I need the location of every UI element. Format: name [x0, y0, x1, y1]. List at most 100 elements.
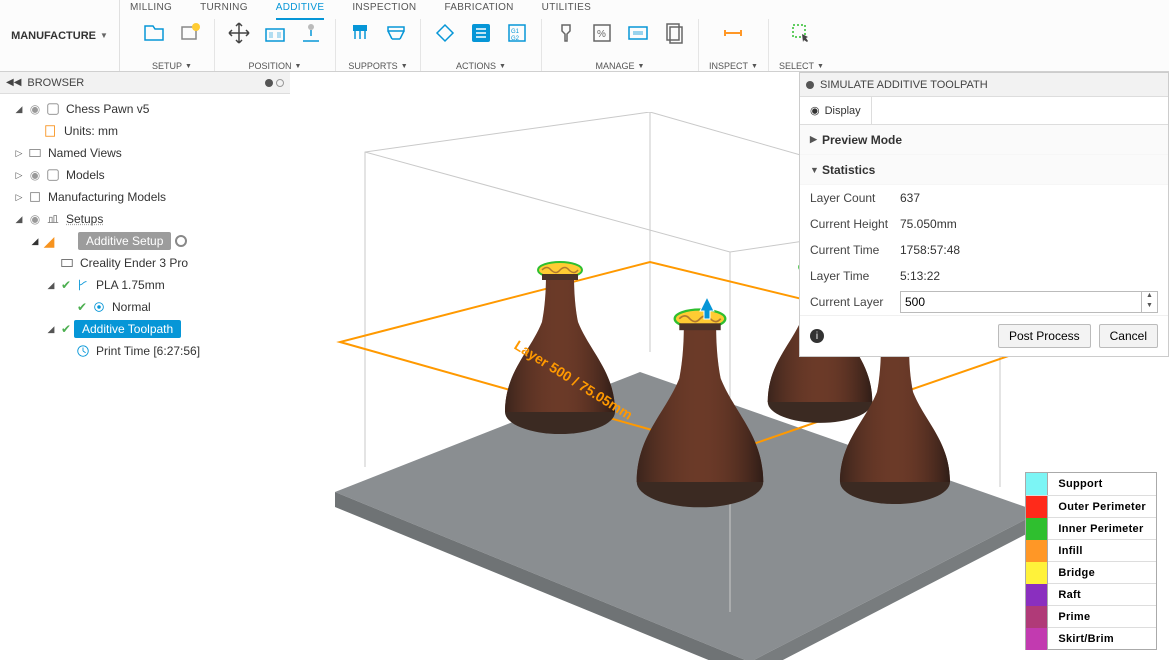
ribbon: MILLING TURNING ADDITIVE INSPECTION FABRICAT… — [0, 0, 1169, 72]
legend-label: Prime — [1048, 611, 1100, 623]
tab-display-label: Display — [825, 105, 861, 117]
tree-print-time[interactable]: Print Time [6:27:56] — [0, 340, 290, 362]
tree-root[interactable]: ◢◉Chess Pawn v5 — [0, 98, 290, 120]
tree-mfg-models[interactable]: ▷Manufacturing Models — [0, 186, 290, 208]
manage-sheet-icon[interactable] — [660, 19, 688, 47]
panel-close-icon[interactable] — [806, 81, 814, 89]
section-statistics[interactable]: ▼Statistics — [800, 155, 1168, 185]
legend-swatch — [1026, 584, 1048, 606]
tree-models-label: Models — [66, 168, 105, 182]
inspect-measure-icon[interactable] — [719, 19, 747, 47]
tree-toolpath[interactable]: ◢✔Additive Toolpath — [0, 318, 290, 340]
svg-text:G1: G1 — [511, 29, 520, 35]
tree-setups-label: Setups — [66, 212, 103, 226]
tree-preset-label: Normal — [112, 300, 151, 314]
ribbon-tab-fabrication[interactable]: FABRICATION — [444, 2, 513, 20]
tree-units[interactable]: Units: mm — [0, 120, 290, 142]
ribbon-label-select: SELECT — [779, 61, 814, 71]
supports-bar-icon[interactable] — [346, 19, 374, 47]
actions-simulate-icon[interactable] — [467, 19, 495, 47]
current-layer-spinner[interactable]: ▲▼ — [1142, 291, 1158, 313]
chevron-down-icon: ▼ — [638, 63, 645, 70]
svg-text:%: % — [597, 29, 606, 40]
legend-swatch — [1026, 473, 1048, 495]
setup-open-icon[interactable] — [140, 19, 168, 47]
legend-swatch — [1026, 628, 1048, 650]
section-statistics-label: Statistics — [822, 163, 875, 177]
chevron-down-icon: ▼ — [817, 63, 824, 70]
ribbon-label-supports: SUPPORTS — [348, 61, 397, 71]
browser-settings-icon[interactable] — [276, 79, 284, 87]
simulate-panel: SIMULATE ADDITIVE TOOLPATH ◉ Display ▶Pr… — [799, 72, 1169, 357]
ribbon-group-select: SELECT▼ — [769, 19, 834, 71]
chevron-down-icon: ▼ — [499, 63, 506, 70]
ribbon-tab-additive[interactable]: ADDITIVE — [276, 2, 325, 20]
legend-row-bridge: Bridge — [1026, 561, 1156, 583]
select-icon[interactable] — [787, 19, 815, 47]
tab-display[interactable]: ◉ Display — [800, 97, 872, 124]
tree-active-radio[interactable] — [175, 235, 187, 247]
chevron-down-icon: ▼ — [185, 63, 192, 70]
legend-swatch — [1026, 496, 1048, 518]
workspace-dropdown[interactable]: MANUFACTURE ▼ — [0, 0, 120, 71]
chevron-down-icon: ▼ — [751, 63, 758, 70]
tree-material[interactable]: ◢✔PLA 1.75mm — [0, 274, 290, 296]
position-place-icon[interactable] — [297, 19, 325, 47]
browser-header: ◀◀ BROWSER — [0, 72, 290, 94]
info-icon[interactable]: i — [810, 329, 824, 343]
tree-mfg-models-label: Manufacturing Models — [48, 190, 166, 204]
ribbon-tab-milling[interactable]: MILLING — [130, 2, 172, 20]
setup-new-icon[interactable] — [176, 19, 204, 47]
ribbon-tab-inspection[interactable]: INSPECTION — [352, 2, 416, 20]
browser-collapse-icon[interactable]: ◀◀ — [6, 77, 21, 88]
simulate-tabs: ◉ Display — [800, 97, 1168, 125]
ribbon-group-inspect: INSPECT▼ — [699, 19, 769, 71]
tree-preset[interactable]: ✔Normal — [0, 296, 290, 318]
legend-row-prime: Prime — [1026, 605, 1156, 627]
tree-units-label: Units: mm — [64, 124, 118, 138]
stat-layer-time: Layer Time5:13:22 — [800, 263, 1168, 289]
workspace-label: MANUFACTURE — [11, 30, 96, 42]
svg-text:G2: G2 — [511, 36, 520, 42]
tree-named-views[interactable]: ▷Named Views — [0, 142, 290, 164]
position-arrange-icon[interactable] — [261, 19, 289, 47]
tree-models[interactable]: ▷◉Models — [0, 164, 290, 186]
browser-tree: ◢◉Chess Pawn v5 Units: mm ▷Named Views ▷… — [0, 94, 290, 366]
tree-printer[interactable]: Creality Ender 3 Pro — [0, 252, 290, 274]
section-preview-mode[interactable]: ▶Preview Mode — [800, 125, 1168, 155]
toolpath-legend: SupportOuter PerimeterInner PerimeterInf… — [1025, 472, 1157, 650]
cancel-button[interactable]: Cancel — [1099, 324, 1158, 348]
supports-volume-icon[interactable] — [382, 19, 410, 47]
stat-current-time: Current Time1758:57:48 — [800, 237, 1168, 263]
actions-generate-icon[interactable] — [431, 19, 459, 47]
stat-layer-count: Layer Count637 — [800, 185, 1168, 211]
actions-post-icon[interactable]: G1G2 — [503, 19, 531, 47]
simulate-header: SIMULATE ADDITIVE TOOLPATH — [800, 73, 1168, 97]
stat-current-height: Current Height75.050mm — [800, 211, 1168, 237]
chevron-down-icon: ▼ — [295, 63, 302, 70]
legend-swatch — [1026, 518, 1048, 540]
current-layer-input[interactable] — [900, 291, 1142, 313]
chevron-down-icon: ▼ — [100, 31, 108, 40]
ribbon-tab-utilities[interactable]: UTILITIES — [542, 2, 591, 20]
ribbon-label-inspect: INSPECT — [709, 61, 748, 71]
legend-label: Bridge — [1048, 567, 1105, 579]
legend-label: Infill — [1048, 545, 1092, 557]
position-move-icon[interactable] — [225, 19, 253, 47]
eye-icon: ◉ — [810, 104, 820, 117]
legend-swatch — [1026, 606, 1048, 628]
ribbon-tab-turning[interactable]: TURNING — [200, 2, 248, 20]
manage-machine-icon[interactable] — [624, 19, 652, 47]
tree-additive-setup[interactable]: ◢◢Additive Setup — [0, 230, 290, 252]
manage-tool-icon[interactable] — [552, 19, 580, 47]
ribbon-group-manage: % MANAGE▼ — [542, 19, 699, 71]
tree-named-views-label: Named Views — [48, 146, 122, 160]
tree-additive-setup-label: Additive Setup — [78, 232, 171, 250]
post-process-button[interactable]: Post Process — [998, 324, 1091, 348]
ribbon-label-setup: SETUP — [152, 61, 182, 71]
ribbon-label-position: POSITION — [249, 61, 292, 71]
browser-options-icon[interactable] — [265, 79, 273, 87]
manage-percent-icon[interactable]: % — [588, 19, 616, 47]
tree-setups[interactable]: ◢◉Setups — [0, 208, 290, 230]
legend-row-raft: Raft — [1026, 583, 1156, 605]
